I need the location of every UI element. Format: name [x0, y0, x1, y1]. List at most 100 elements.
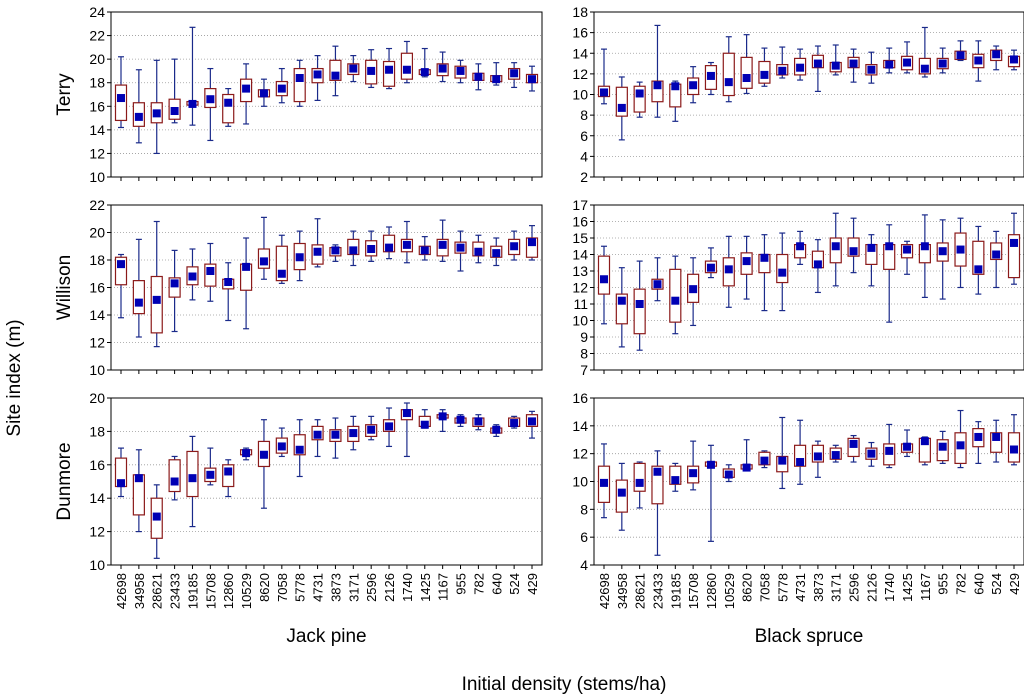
- box-iqr: [633, 288, 646, 335]
- box-iqr: [525, 237, 539, 258]
- median-marker: [706, 71, 715, 80]
- median-marker: [849, 59, 858, 68]
- median-marker: [706, 263, 715, 272]
- x-tick-label: 524: [989, 573, 1004, 595]
- x-tick-label: 3873: [811, 573, 826, 602]
- box-8620: [257, 216, 271, 280]
- median-marker: [492, 425, 501, 434]
- y-tick-label: 18: [89, 423, 105, 439]
- box-iqr: [990, 432, 1003, 453]
- box-955: [936, 430, 949, 465]
- median-marker: [885, 60, 894, 69]
- y-tick-label: 22: [89, 28, 105, 44]
- box-34958: [615, 267, 628, 348]
- box-19185: [186, 435, 199, 528]
- y-tick-label: 16: [572, 390, 588, 406]
- median-marker: [456, 243, 465, 252]
- y-tick-label: 10: [89, 169, 105, 185]
- median-marker: [831, 242, 840, 251]
- box-782: [954, 409, 967, 469]
- median-marker: [349, 64, 358, 73]
- box-640: [972, 40, 985, 82]
- y-tick-label: 15: [572, 230, 588, 246]
- x-tick-label: 28621: [633, 573, 648, 609]
- median-marker: [152, 295, 161, 304]
- median-marker: [492, 75, 501, 84]
- x-tick-label: 15708: [203, 573, 218, 609]
- box-iqr: [150, 275, 163, 334]
- box-1425: [418, 236, 431, 261]
- median-marker: [295, 445, 304, 454]
- box-3873: [329, 45, 342, 97]
- median-marker: [188, 99, 197, 108]
- median-marker: [528, 238, 536, 247]
- median-marker: [474, 417, 483, 426]
- box-640: [972, 421, 985, 465]
- y-tick-label: 12: [89, 145, 105, 161]
- box-23433: [168, 455, 181, 501]
- y-tick-label: 24: [89, 4, 105, 20]
- box-3873: [811, 440, 825, 478]
- box-2126: [382, 407, 396, 448]
- panel-jp-willison: 10 12 14 16 18 20 22 Willison: [54, 197, 543, 378]
- median-marker: [600, 275, 608, 284]
- box-iqr: [293, 67, 306, 103]
- median-marker: [742, 74, 751, 82]
- box-1425: [900, 240, 914, 275]
- y-tick-label: 16: [572, 214, 588, 230]
- box-524: [990, 419, 1003, 463]
- x-tick-label: 3873: [328, 573, 343, 602]
- box-12860: [222, 88, 235, 127]
- x-tick-label: 8620: [257, 573, 272, 602]
- x-tick-label: 12860: [221, 573, 236, 609]
- box-iqr: [168, 277, 181, 298]
- panels: 1012141618202224Terry2468101214161810121…: [54, 4, 1024, 647]
- x-tick-label: 429: [525, 573, 540, 595]
- y-tick-label: 8: [580, 107, 588, 123]
- box-iqr: [168, 459, 181, 493]
- median-marker: [385, 422, 394, 431]
- y-tick-label: 14: [572, 45, 588, 61]
- box-iqr: [793, 444, 807, 467]
- box-1167: [918, 436, 931, 466]
- median-marker: [313, 70, 322, 79]
- x-tick-label: 782: [471, 573, 486, 595]
- median-marker: [420, 68, 429, 77]
- box-2126: [382, 226, 396, 260]
- median-marker: [831, 451, 840, 460]
- box-524: [508, 62, 521, 89]
- box-iqr: [382, 60, 396, 87]
- box-iqr: [382, 234, 396, 253]
- box-2596: [847, 48, 860, 83]
- x-tick-label: 28621: [150, 573, 165, 609]
- median-marker: [331, 71, 340, 80]
- box-12860: [222, 459, 235, 498]
- box-7058: [758, 47, 771, 87]
- median-marker: [331, 430, 340, 439]
- y-tick-label: 20: [89, 51, 105, 67]
- median-marker: [671, 296, 680, 305]
- box-19185: [186, 26, 199, 126]
- box-5778: [776, 416, 789, 490]
- box-19185: [669, 462, 682, 492]
- box-1167: [436, 219, 449, 262]
- median-marker: [992, 250, 1001, 259]
- box-4731: [793, 230, 807, 265]
- median-marker: [242, 84, 251, 93]
- median-marker: [170, 279, 179, 288]
- y-tick-label: 8: [580, 346, 588, 362]
- box-7058: [758, 450, 771, 469]
- box-2596: [847, 434, 860, 463]
- box-8620: [740, 439, 753, 472]
- y-tick-label: 10: [89, 557, 105, 573]
- box-955: [454, 230, 467, 272]
- box-iqr: [669, 465, 682, 485]
- y-tick-label: 14: [572, 418, 588, 434]
- box-28621: [633, 461, 646, 509]
- box-5778: [293, 230, 306, 282]
- median-marker: [188, 474, 197, 483]
- box-3873: [329, 417, 342, 459]
- y-tick-label: 14: [89, 307, 105, 323]
- median-marker: [224, 98, 233, 107]
- box-1167: [436, 51, 449, 83]
